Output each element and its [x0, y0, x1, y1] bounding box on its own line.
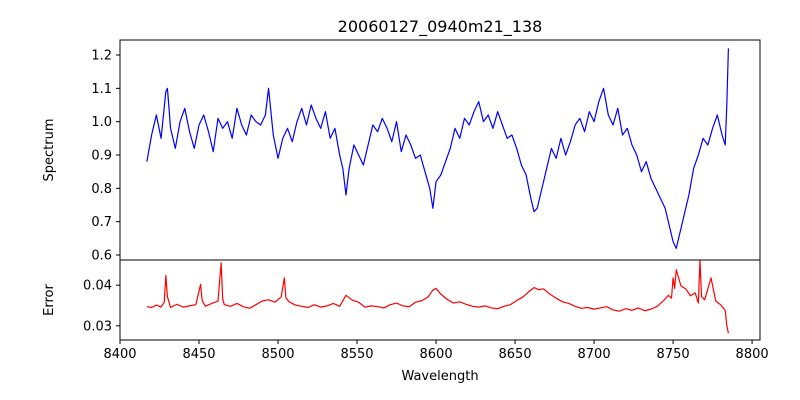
- x-tick-label: 8600: [420, 347, 453, 362]
- x-tick-label: 8400: [103, 347, 136, 362]
- spectrum-panel-y-tick-label: 0.6: [91, 249, 112, 264]
- x-ticks: 8400 8450 8500 8550 8600 8650 8700 8750 8800: [103, 340, 769, 362]
- chart-title: 20060127_0940m21_138: [338, 17, 543, 37]
- error-y-label: Error: [42, 284, 57, 316]
- error-panel-line-0: [146, 259, 729, 334]
- spectrum-panel-y-tick-label: 0.8: [91, 182, 112, 197]
- x-axis-label: Wavelength: [401, 369, 478, 384]
- error-panel-y-tick-label: 0.04: [83, 279, 112, 294]
- x-tick-label: 8450: [182, 347, 215, 362]
- spectrum-y-label: Spectrum: [42, 119, 57, 182]
- x-tick-label: 8650: [499, 347, 532, 362]
- spectrum-panel-line-0: [146, 48, 729, 249]
- x-tick-label: 8750: [657, 347, 690, 362]
- spectrum-panel-y-tick-label: 0.9: [91, 149, 112, 164]
- spectrum-series: [146, 48, 729, 249]
- spectrum-panel-y-tick-label: 1.1: [91, 82, 112, 97]
- x-tick-label: 8700: [578, 347, 611, 362]
- error-axes-frame: [119, 259, 761, 341]
- spectrum-panel-y-tick-label: 1.2: [91, 49, 112, 64]
- error-panel: 0.03 0.04 8400 8450 8500 8550 8600 8650 8700 875…: [42, 259, 769, 362]
- x-tick-label: 8500: [261, 347, 294, 362]
- spectrum-panel-y-tick-label: 0.7: [91, 215, 112, 230]
- error-series: [146, 259, 729, 334]
- error-panel-y-tick-label: 0.03: [83, 319, 112, 334]
- x-tick-label: 8800: [736, 347, 769, 362]
- spectrum-panel-y-tick-label: 1.0: [91, 115, 112, 130]
- spectrum-y-ticks: 0.6 0.7 0.8 0.9 1.0 1.1 1.2: [91, 49, 120, 264]
- spectrum-panel: 0.6 0.7 0.8 0.9 1.0 1.1 1.2 Spectrum: [42, 39, 761, 264]
- x-tick-label: 8550: [340, 347, 373, 362]
- error-y-ticks: 0.03 0.04: [83, 279, 120, 334]
